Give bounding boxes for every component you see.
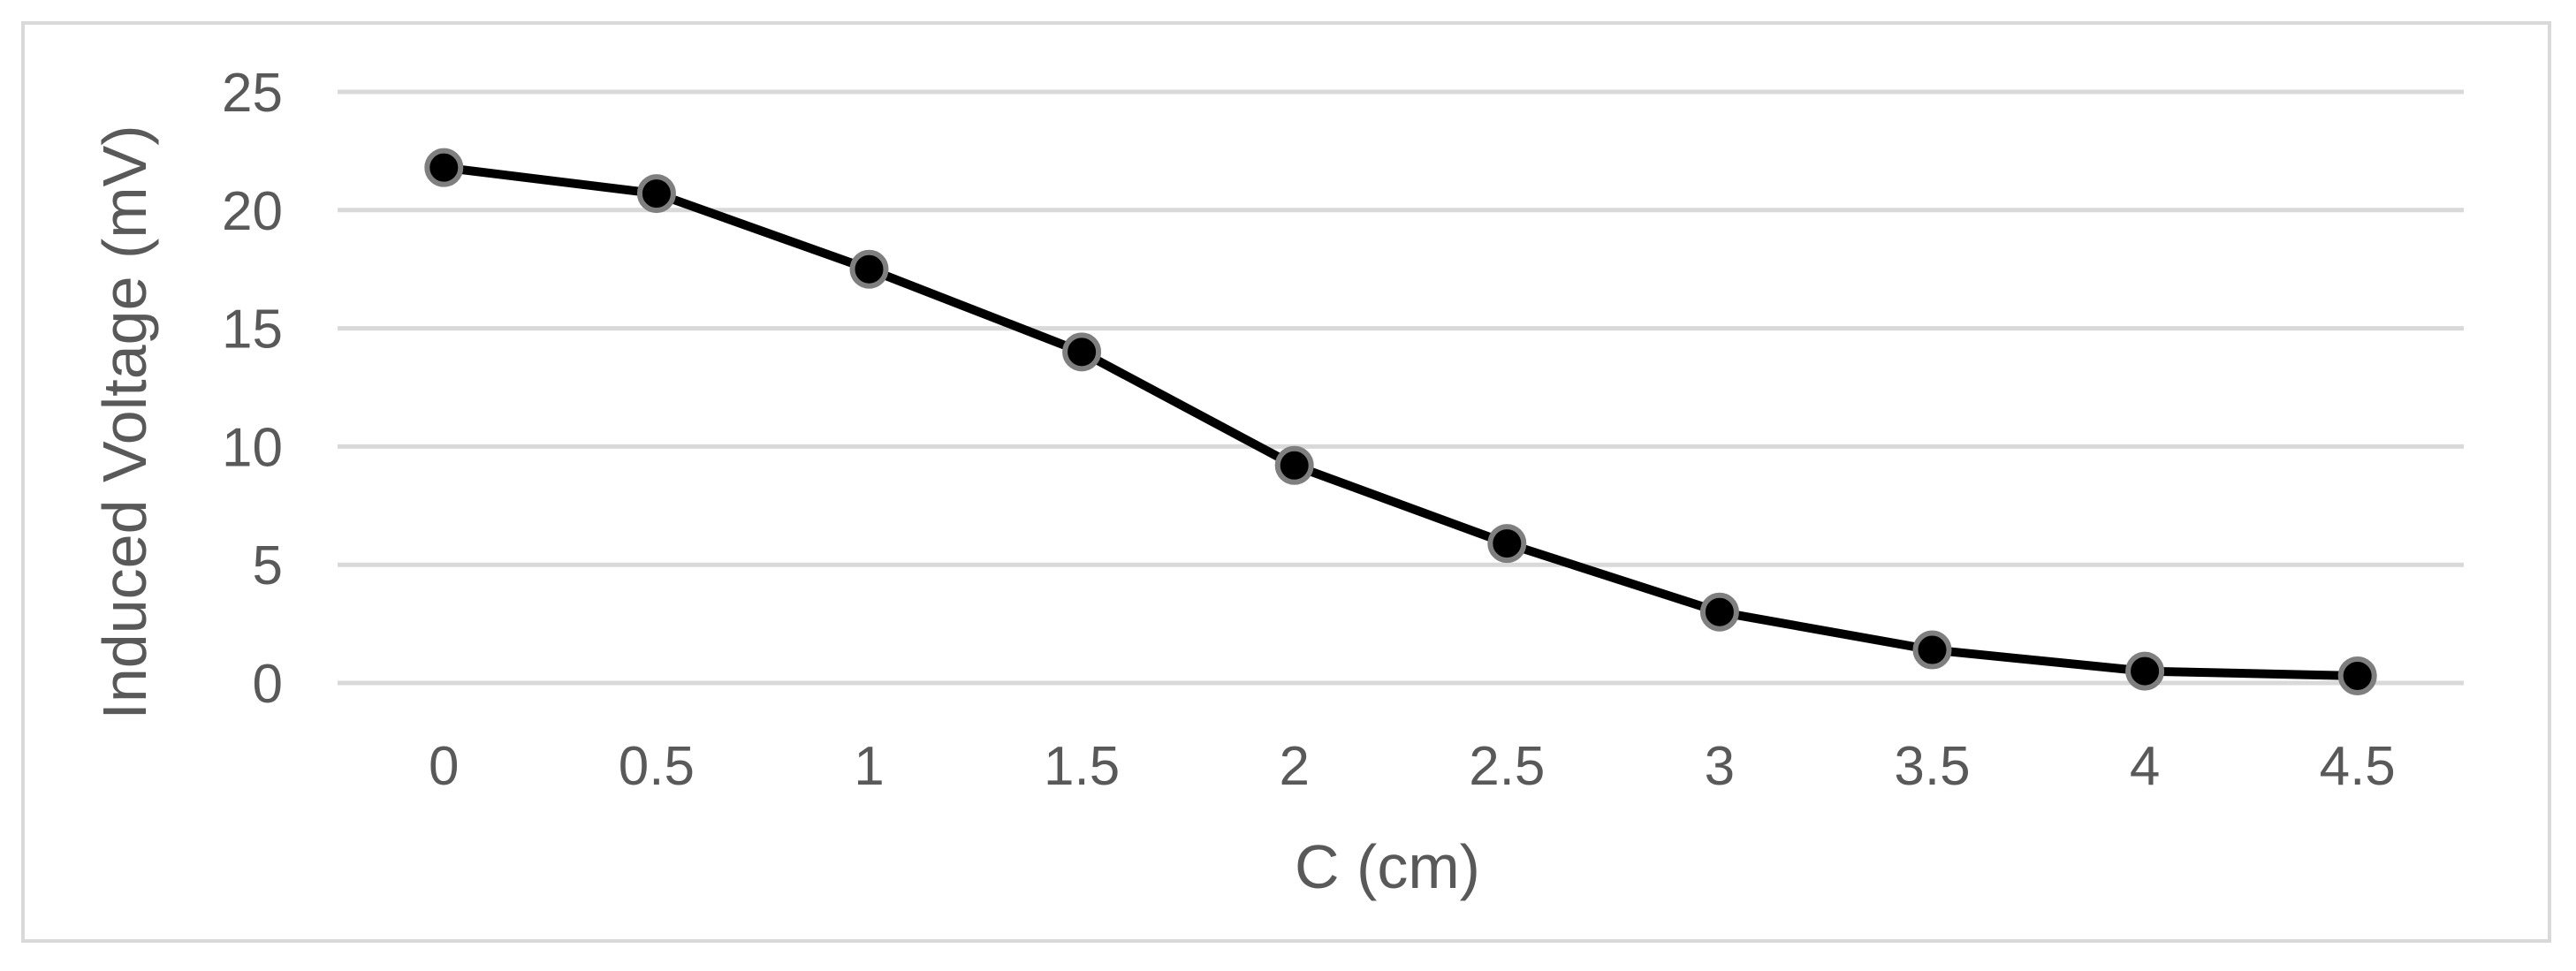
data-point-0.5: [636, 174, 676, 214]
x-tick-label: 1: [854, 736, 884, 797]
y-tick-label: 25: [222, 63, 283, 124]
data-point-2: [1274, 445, 1314, 485]
y-tick-label: 15: [222, 300, 283, 360]
data-point-1: [849, 249, 889, 289]
data-point-4.5: [2337, 656, 2377, 695]
x-axis-title: C (cm): [1295, 832, 1480, 901]
x-axis-tick-labels: 0 0.5 1 1.5 2 2.5 3 3.5 4 4.5: [429, 736, 2396, 797]
x-tick-label: 2.5: [1469, 736, 1545, 797]
x-tick-label: 1.5: [1044, 736, 1120, 797]
x-tick-label: 3: [1705, 736, 1735, 797]
y-axis-tick-labels: 0 5 10 15 20 25: [222, 63, 283, 715]
data-point-4: [2125, 651, 2165, 691]
x-tick-label: 4: [2130, 736, 2160, 797]
y-tick-label: 0: [253, 654, 283, 715]
x-tick-label: 2: [1279, 736, 1309, 797]
data-point-0: [424, 148, 464, 187]
x-tick-label: 0: [429, 736, 459, 797]
data-point-2.5: [1487, 524, 1527, 564]
data-series: [439, 163, 2362, 680]
x-tick-label: 0.5: [619, 736, 695, 797]
y-axis-title: Induced Voltage (mV): [90, 125, 159, 719]
x-tick-label: 3.5: [1894, 736, 1970, 797]
data-markers: [424, 148, 2377, 695]
data-point-1.5: [1062, 332, 1102, 372]
y-tick-label: 5: [253, 535, 283, 596]
series-line: [439, 163, 2362, 680]
y-tick-label: 20: [222, 181, 283, 242]
data-point-3.5: [1912, 630, 1952, 670]
data-point-3: [1699, 592, 1739, 632]
y-tick-label: 10: [222, 417, 283, 478]
x-tick-label: 4.5: [2320, 736, 2396, 797]
